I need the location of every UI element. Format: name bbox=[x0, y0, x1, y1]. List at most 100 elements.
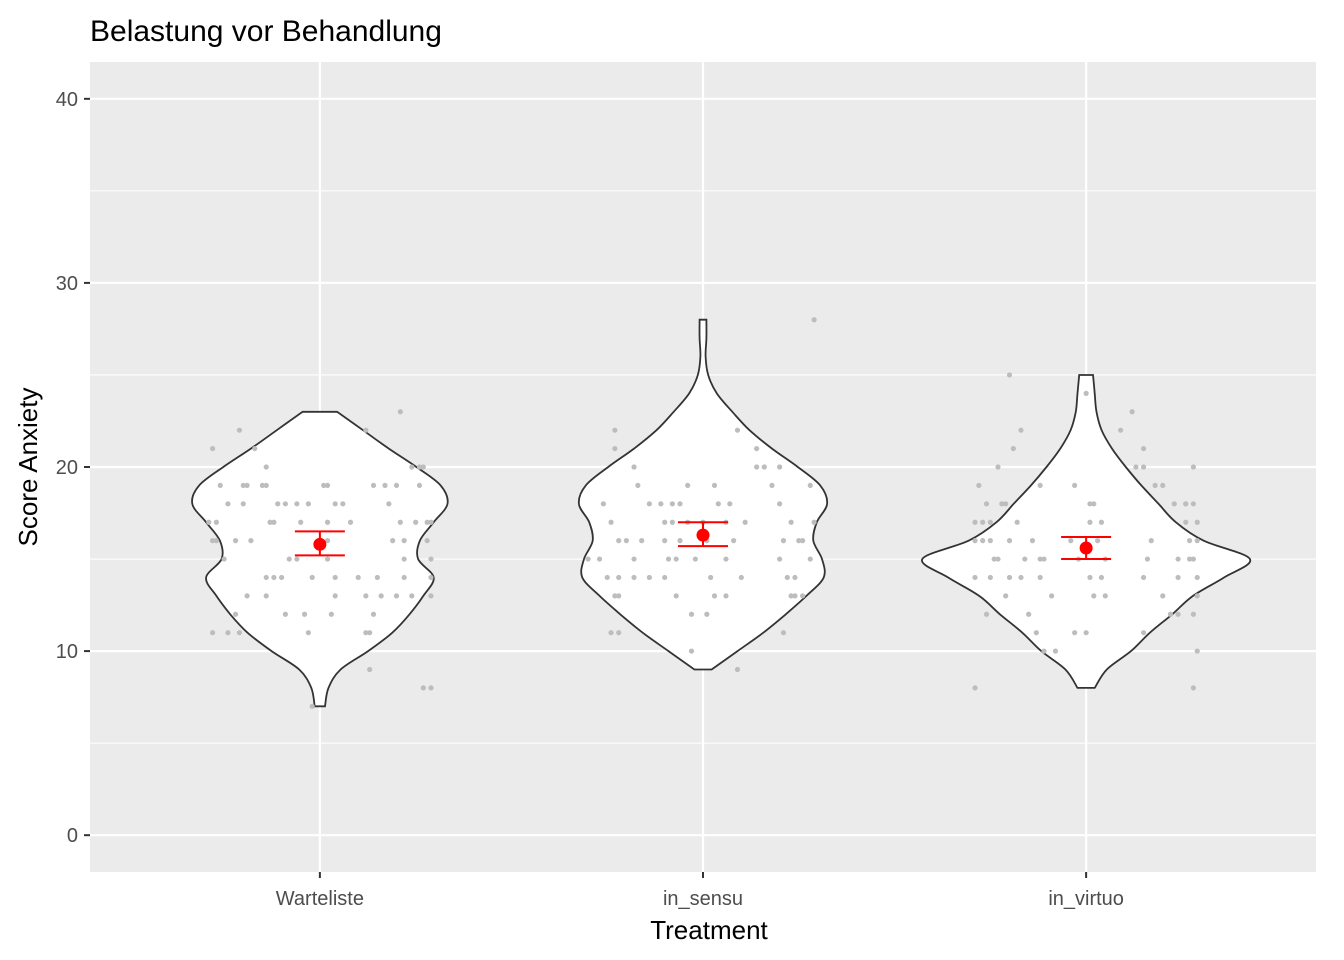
data-point bbox=[363, 427, 369, 433]
data-point bbox=[662, 574, 668, 581]
data-point bbox=[401, 574, 407, 581]
data-point bbox=[807, 556, 813, 562]
data-point bbox=[646, 501, 652, 507]
data-point bbox=[1183, 501, 1189, 507]
data-point bbox=[754, 464, 760, 470]
data-point bbox=[1194, 648, 1200, 654]
data-point bbox=[248, 538, 254, 544]
data-point bbox=[282, 611, 288, 617]
data-point bbox=[1102, 593, 1108, 599]
x-axis-title: Treatment bbox=[650, 915, 768, 945]
data-point bbox=[1190, 611, 1196, 617]
data-point bbox=[1041, 556, 1047, 562]
data-point bbox=[332, 593, 338, 599]
data-point bbox=[669, 519, 675, 525]
data-point bbox=[294, 501, 300, 507]
data-point bbox=[232, 611, 239, 617]
data-point bbox=[665, 556, 672, 562]
data-point bbox=[1190, 464, 1196, 470]
data-point bbox=[428, 574, 434, 581]
data-point bbox=[332, 574, 338, 581]
data-point bbox=[278, 574, 285, 581]
data-point bbox=[386, 501, 392, 507]
data-point bbox=[646, 574, 652, 581]
data-point bbox=[983, 501, 990, 507]
data-point bbox=[731, 538, 737, 544]
data-point bbox=[221, 556, 227, 562]
data-point bbox=[416, 464, 423, 470]
data-point bbox=[305, 501, 311, 507]
y-tick-label: 10 bbox=[56, 641, 78, 663]
data-point bbox=[305, 630, 311, 636]
data-point bbox=[367, 630, 373, 636]
data-point bbox=[1190, 501, 1196, 507]
data-point bbox=[1003, 593, 1009, 599]
data-point bbox=[232, 538, 239, 544]
data-point bbox=[378, 593, 384, 599]
data-point bbox=[972, 538, 978, 544]
data-point bbox=[723, 593, 729, 599]
data-point bbox=[1152, 482, 1158, 489]
data-point bbox=[1091, 501, 1097, 507]
data-point bbox=[972, 519, 978, 525]
jitter-points bbox=[206, 317, 1200, 709]
data-point bbox=[424, 538, 430, 544]
data-point bbox=[409, 464, 415, 470]
data-point bbox=[662, 519, 668, 525]
data-point bbox=[428, 593, 434, 599]
data-point bbox=[608, 519, 614, 525]
data-point bbox=[363, 593, 369, 599]
y-tick-label: 40 bbox=[56, 89, 78, 111]
data-point bbox=[236, 630, 243, 636]
data-point bbox=[1018, 427, 1024, 433]
data-point bbox=[777, 464, 783, 470]
data-point bbox=[1144, 556, 1151, 562]
data-point bbox=[1190, 556, 1196, 562]
data-point bbox=[252, 445, 258, 452]
data-point bbox=[324, 482, 331, 489]
data-point bbox=[604, 574, 610, 581]
data-point bbox=[428, 556, 434, 562]
data-point bbox=[1091, 593, 1097, 599]
data-point bbox=[324, 556, 331, 562]
data-point bbox=[788, 519, 794, 525]
data-point bbox=[271, 519, 277, 525]
data-point bbox=[271, 574, 277, 581]
data-point bbox=[347, 519, 354, 525]
data-point bbox=[608, 630, 614, 636]
mean-point bbox=[1079, 541, 1093, 555]
data-point bbox=[792, 574, 798, 581]
data-point bbox=[286, 556, 292, 562]
data-point bbox=[1026, 611, 1032, 617]
data-point bbox=[370, 482, 377, 489]
data-point bbox=[999, 501, 1005, 507]
data-point bbox=[267, 519, 273, 525]
data-point bbox=[780, 630, 787, 636]
data-point bbox=[784, 574, 790, 581]
data-point bbox=[225, 630, 231, 636]
data-point bbox=[780, 538, 787, 544]
mean-point bbox=[313, 537, 327, 551]
y-tick-label: 20 bbox=[56, 457, 78, 479]
data-point bbox=[669, 501, 675, 507]
data-point bbox=[800, 593, 806, 599]
data-point bbox=[995, 464, 1001, 470]
x-axis: Warteliste in_sensu in_virtuo bbox=[276, 872, 1124, 910]
data-point bbox=[991, 556, 997, 562]
data-point bbox=[397, 409, 403, 415]
data-point bbox=[727, 501, 733, 507]
violin-in_sensu bbox=[577, 318, 829, 671]
y-tick-label: 30 bbox=[56, 273, 78, 295]
data-point bbox=[1133, 464, 1139, 470]
data-point bbox=[332, 501, 338, 507]
data-point bbox=[811, 519, 817, 525]
data-point bbox=[1171, 501, 1177, 507]
data-point bbox=[1148, 538, 1154, 544]
data-point bbox=[1175, 574, 1181, 581]
data-point bbox=[1083, 390, 1089, 396]
data-point bbox=[1194, 538, 1200, 544]
data-point bbox=[673, 593, 679, 599]
data-point bbox=[1140, 574, 1147, 581]
data-point bbox=[420, 685, 426, 691]
data-point bbox=[213, 538, 220, 544]
